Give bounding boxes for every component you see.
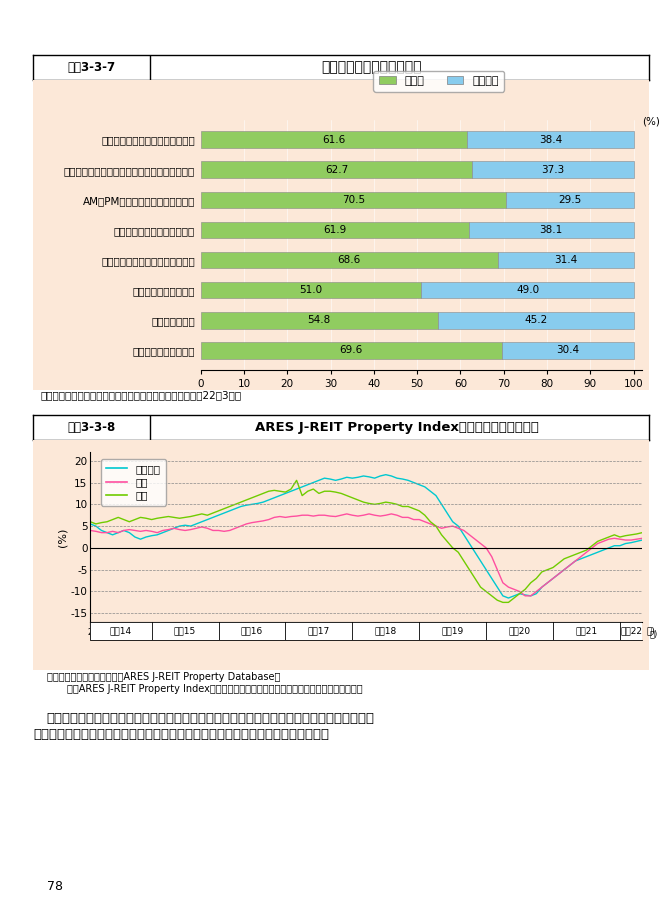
Text: 平成18: 平成18 [375,627,397,636]
Bar [472,161,634,178]
Text: 平成14: 平成14 [110,627,132,636]
Text: 年): 年) [647,627,656,636]
Text: 38.1: 38.1 [539,225,563,234]
Text: 45.2: 45.2 [524,315,547,325]
Bar [201,161,472,178]
Text: 29.5: 29.5 [558,195,581,205]
Text: 68.6: 68.6 [338,255,361,265]
Text: 62.7: 62.7 [324,165,348,175]
Bar [201,131,468,147]
Text: 平成15: 平成15 [174,627,196,636]
Text: 平成20: 平成20 [508,627,531,636]
Text: 平成16: 平成16 [241,627,263,636]
Text: 資料：国土交通省「不動産投賄家アンケート調査」（平成22年3月）: 資料：国土交通省「不動産投賄家アンケート調査」（平成22年3月） [40,390,242,400]
Text: 69.6: 69.6 [340,345,363,355]
Text: 資料：㎝不動産証券化協会『ARES J-REIT Property Database』: 資料：㎝不動産証券化協会『ARES J-REIT Property Databa… [47,672,280,682]
Bar [498,252,634,268]
Text: 平成22: 平成22 [620,627,642,636]
Bar [468,131,634,147]
Bar [201,252,498,268]
Text: 78: 78 [47,880,63,893]
Bar [502,342,634,359]
Text: 30.4: 30.4 [556,345,579,355]
Bar [421,282,634,299]
Text: 平成19: 平成19 [442,627,464,636]
Bar [201,312,438,329]
Bar [201,222,469,238]
Text: 図表3-3-7: 図表3-3-7 [68,61,116,74]
Bar [201,191,506,208]
Text: 平成21: 平成21 [575,627,597,636]
Text: 37.3: 37.3 [541,165,565,175]
Legend: あった, なかった: あった, なかった [373,71,504,92]
Text: ARES J-REIT Property Index（総合収益率、全国）: ARES J-REIT Property Index（総合収益率、全国） [255,421,539,434]
Bar [469,222,634,238]
Bar [506,191,634,208]
Text: 51.0: 51.0 [300,285,322,295]
Y-axis label: (%): (%) [58,528,68,547]
Bar [201,342,502,359]
Text: 49.0: 49.0 [516,285,539,295]
Bar [438,312,634,329]
Text: 注：ARES J-REIT Property Indexは、月間の不動産投賄収益率（年率換算値）を示す指標。: 注：ARES J-REIT Property Indexは、月間の不動産投賄収益… [67,684,363,694]
Text: 38.4: 38.4 [539,135,562,145]
Text: 31.4: 31.4 [554,255,577,265]
Bar [201,282,421,299]
Text: ていくことは今後の不動産市場の発展のため重要な課顔の一つであると言えよう。: ていくことは今後の不動産市場の発展のため重要な課顔の一つであると言えよう。 [33,728,329,741]
Text: 61.9: 61.9 [323,225,347,234]
Text: (%): (%) [642,116,660,126]
Text: 61.6: 61.6 [322,135,346,145]
Text: 70.5: 70.5 [342,195,365,205]
Text: 54.8: 54.8 [308,315,331,325]
Text: 以上述べてきたような不動産証券化の意義を踏まえると、不動産の証券化を引き続き進め: 以上述べてきたような不動産証券化の意義を踏まえると、不動産の証券化を引き続き進め [47,712,375,725]
Text: 平成17: 平成17 [308,627,330,636]
Text: 不動産証券化の意義・役割: 不動産証券化の意義・役割 [322,60,422,74]
Legend: オフィス, 住宅, 商業: オフィス, 住宅, 商業 [101,459,166,506]
Text: 図表3-3-8: 図表3-3-8 [68,421,116,434]
Text: 月): 月) [649,629,658,638]
